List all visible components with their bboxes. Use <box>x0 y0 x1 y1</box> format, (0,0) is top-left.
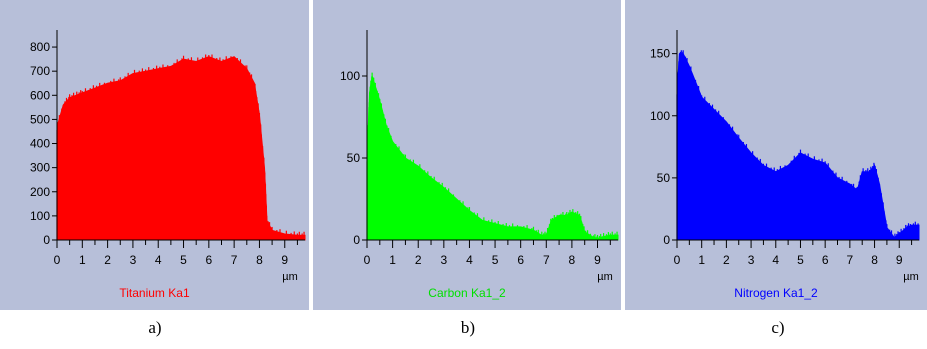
carbon-x-tick-label: 2 <box>415 253 422 267</box>
nitrogen-y-tick-label: 150 <box>650 47 670 61</box>
titanium-y-tick-label: 200 <box>30 185 50 199</box>
titanium-y-tick-label: 300 <box>30 161 50 175</box>
titanium-x-tick-label: 1 <box>79 253 86 267</box>
titanium-y-tick-label: 600 <box>30 88 50 102</box>
panel-label-c: c) <box>771 318 785 337</box>
titanium-x-tick-label: 4 <box>155 253 162 267</box>
nitrogen-y-tick-label: 50 <box>657 171 671 185</box>
nitrogen-panel: 0 50 100 150 0 1 2 3 4 5 6 7 8 9 µm Nitrogen Ka1_2 <box>625 0 927 310</box>
titanium-y-tick-label: 800 <box>30 40 50 54</box>
titanium-area <box>56 56 306 241</box>
nitrogen-series-label: Nitrogen Ka1_2 <box>734 286 818 300</box>
carbon-area <box>366 75 619 241</box>
titanium-y-tick-label: 400 <box>30 137 50 151</box>
nitrogen-x-tick-label: 1 <box>698 253 705 267</box>
titanium-x-tick-label: 7 <box>231 253 238 267</box>
nitrogen-x-tick-label: 5 <box>797 253 804 267</box>
panel-label-b: b) <box>460 318 476 337</box>
carbon-x-tick-label: 0 <box>364 253 371 267</box>
nitrogen-x-tick-label: 0 <box>674 253 681 267</box>
titanium-y-tick-label: 0 <box>43 233 50 247</box>
carbon-x-tick-label: 7 <box>543 253 550 267</box>
carbon-x-tick-label: 4 <box>466 253 473 267</box>
nitrogen-y-tick-label: 100 <box>650 109 670 123</box>
carbon-y-tick-label: 100 <box>340 69 360 83</box>
nitrogen-x-tick-label: 6 <box>822 253 829 267</box>
titanium-chart: 0 100 200 300 400 500 600 700 800 0 1 2 3 4 5 6 7 8 9 µm <box>30 30 306 283</box>
carbon-panel: 0 50 100 0 1 2 3 4 5 6 7 8 9 µm Carbon Ka1_2 <box>313 0 621 310</box>
nitrogen-x-tick-label: 9 <box>896 253 903 267</box>
titanium-x-tick-label: 2 <box>104 253 111 267</box>
carbon-x-tick-label: 1 <box>389 253 396 267</box>
carbon-x-tick-label: 3 <box>440 253 447 267</box>
titanium-x-unit-label: µm <box>282 271 298 283</box>
titanium-x-tick-label: 3 <box>130 253 137 267</box>
carbon-series-label: Carbon Ka1_2 <box>428 286 506 300</box>
panel-label-a: a) <box>148 318 162 337</box>
titanium-y-tick-label: 700 <box>30 64 50 78</box>
titanium-panel: 0 100 200 300 400 500 600 700 800 0 1 2 3 4 5 6 7 8 9 µm Ti… <box>0 0 309 310</box>
titanium-y-tick-label: 100 <box>30 209 50 223</box>
titanium-x-tick-label: 8 <box>256 253 263 267</box>
nitrogen-x-tick-label: 8 <box>871 253 878 267</box>
carbon-chart: 0 50 100 0 1 2 3 4 5 6 7 8 9 µm <box>340 30 619 283</box>
carbon-x-tick-label: 6 <box>517 253 524 267</box>
titanium-series-label: Titanium Ka1 <box>119 286 190 300</box>
titanium-x-tick-label: 6 <box>205 253 212 267</box>
titanium-x-tick-label: 5 <box>180 253 187 267</box>
nitrogen-x-tick-label: 2 <box>723 253 730 267</box>
nitrogen-chart: 0 50 100 150 0 1 2 3 4 5 6 7 8 9µm <box>650 30 920 283</box>
carbon-y-tick-label: 50 <box>347 151 361 165</box>
nitrogen-x-tick-label: 7 <box>847 253 854 267</box>
titanium-y-tick-label: 500 <box>30 112 50 126</box>
carbon-x-tick-label: 9 <box>594 253 601 267</box>
nitrogen-x-unit-label: µm <box>903 271 919 283</box>
carbon-x-tick-label: 8 <box>569 253 576 267</box>
carbon-x-unit-label: µm <box>597 271 613 283</box>
titanium-x-tick-label: 0 <box>54 253 61 267</box>
carbon-x-tick-label: 5 <box>492 253 499 267</box>
titanium-x-tick-label: 9 <box>281 253 288 267</box>
nitrogen-x-tick-label: 3 <box>748 253 755 267</box>
nitrogen-x-tick-label: 4 <box>772 253 779 267</box>
nitrogen-y-tick-label: 0 <box>663 233 670 247</box>
carbon-y-tick-label: 0 <box>353 233 360 247</box>
